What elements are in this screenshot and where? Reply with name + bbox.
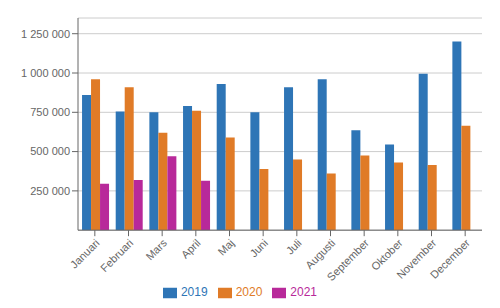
svg-text:Maj: Maj bbox=[215, 237, 236, 258]
svg-text:September: September bbox=[325, 236, 372, 283]
svg-text:Juli: Juli bbox=[284, 237, 304, 257]
svg-text:Februari: Februari bbox=[98, 237, 135, 274]
svg-text:500 000: 500 000 bbox=[30, 145, 70, 157]
svg-text:November: November bbox=[394, 236, 439, 281]
svg-text:Oktober: Oktober bbox=[368, 236, 405, 273]
svg-text:Januari: Januari bbox=[67, 236, 102, 271]
html-text:2020: 2020 bbox=[235, 285, 263, 300]
svg-text:Augusti: Augusti bbox=[303, 236, 338, 272]
svg-text:Mars: Mars bbox=[143, 236, 169, 262]
svg-text:Juni: Juni bbox=[247, 237, 270, 260]
html-text:2019: 2019 bbox=[180, 285, 208, 300]
html-text:2021: 2021 bbox=[290, 285, 317, 300]
svg-text:1 250 000: 1 250 000 bbox=[21, 28, 70, 40]
svg-text:December: December bbox=[428, 236, 473, 281]
svg-text:April: April bbox=[179, 237, 203, 261]
svg-text:750 000: 750 000 bbox=[30, 106, 70, 118]
svg-text:250 000: 250 000 bbox=[30, 185, 70, 197]
svg-text:1 000 000: 1 000 000 bbox=[21, 67, 70, 79]
